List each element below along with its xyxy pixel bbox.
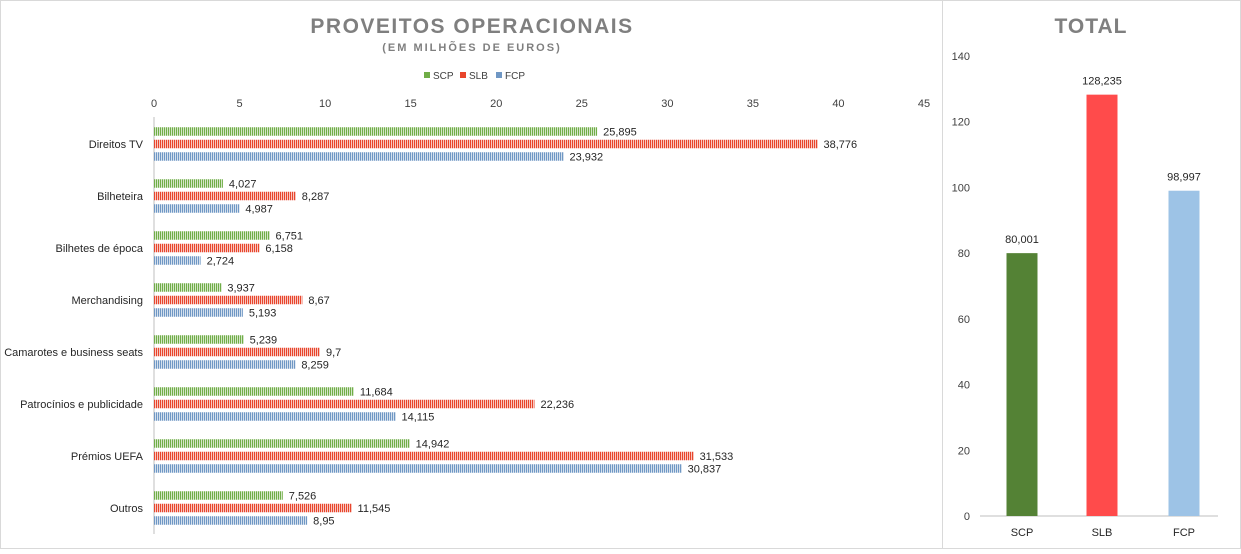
- y-tick-label: 120: [952, 117, 970, 129]
- category-label-bilhetes-de-epoca: Bilhetes de época: [56, 243, 144, 255]
- data-label-slb-premios-uefa: 31,533: [700, 451, 734, 463]
- data-label-slb-outros: 11,545: [358, 503, 391, 515]
- bar-scp-merchandising: [154, 283, 222, 292]
- data-label-slb-patrocinios-e-publicidade: 22,236: [540, 399, 574, 411]
- bar-slb-outros: [154, 503, 352, 513]
- left-chart-subtitle: (EM MILHÕES DE EUROS): [382, 41, 562, 54]
- bar-total-fcp: [1168, 190, 1200, 517]
- bar-slb-direitos-tv: [154, 139, 818, 149]
- x-category-label-slb: SLB: [1092, 527, 1113, 539]
- data-label-fcp-outros: 8,95: [313, 515, 334, 527]
- x-tick-label: 5: [236, 98, 242, 110]
- bar-fcp-merchandising: [154, 308, 243, 317]
- bar-fcp-bilhetes-de-epoca: [154, 256, 201, 265]
- category-label-bilheteira: Bilheteira: [97, 191, 144, 203]
- data-label-scp-premios-uefa: 14,942: [416, 438, 450, 450]
- category-label-premios-uefa: Prémios UEFA: [71, 451, 144, 463]
- data-label-fcp-merchandising: 5,193: [249, 307, 277, 319]
- category-label-patrocinios-e-publicidade: Patrocínios e publicidade: [20, 399, 143, 411]
- data-label-total-scp: 80,001: [1005, 234, 1039, 246]
- y-tick-label: 20: [958, 445, 970, 457]
- y-tick-label: 100: [952, 182, 970, 194]
- data-label-scp-merchandising: 3,937: [227, 282, 255, 294]
- data-label-fcp-direitos-tv: 23,932: [570, 151, 604, 163]
- legend-swatch-scp: [424, 72, 430, 78]
- bar-slb-patrocinios-e-publicidade: [154, 399, 535, 409]
- data-label-scp-outros: 7,526: [289, 490, 317, 502]
- bar-slb-premios-uefa: [154, 451, 694, 461]
- bar-scp-bilheteira: [154, 179, 223, 188]
- y-tick-label: 0: [964, 511, 970, 523]
- data-label-scp-direitos-tv: 25,895: [603, 126, 637, 138]
- bar-fcp-camarotes-e-business-seats: [154, 360, 296, 369]
- bar-total-scp: [1006, 253, 1038, 516]
- bar-fcp-direitos-tv: [154, 152, 564, 161]
- x-tick-label: 10: [319, 98, 331, 110]
- y-tick-label: 40: [958, 380, 970, 392]
- bar-scp-bilhetes-de-epoca: [154, 231, 270, 240]
- x-category-label-scp: SCP: [1011, 527, 1034, 539]
- data-label-total-fcp: 98,997: [1167, 172, 1201, 184]
- x-tick-label: 40: [832, 98, 844, 110]
- legend-swatch-slb: [460, 72, 466, 78]
- x-tick-label: 30: [661, 98, 673, 110]
- data-label-fcp-premios-uefa: 30,837: [688, 463, 722, 475]
- legend-swatch-fcp: [496, 72, 502, 78]
- bar-fcp-outros: [154, 516, 308, 525]
- bar-scp-camarotes-e-business-seats: [154, 335, 244, 344]
- x-tick-label: 35: [747, 98, 759, 110]
- bar-slb-camarotes-e-business-seats: [154, 347, 320, 357]
- legend-label-scp: SCP: [433, 71, 454, 82]
- left-chart-plot: 0 5 10 15 20 25 30 35 40 45 Direitos TV 25,895 38,77…: [4, 98, 930, 534]
- data-label-slb-bilhetes-de-epoca: 6,158: [265, 243, 293, 255]
- bar-slb-bilhetes-de-epoca: [154, 243, 260, 253]
- bar-slb-bilheteira: [154, 191, 296, 201]
- y-tick-label: 140: [952, 51, 970, 63]
- bar-scp-direitos-tv: [154, 127, 598, 136]
- x-tick-label: 0: [151, 98, 157, 110]
- bar-scp-outros: [154, 491, 283, 500]
- y-tick-label: 60: [958, 314, 970, 326]
- x-category-label-fcp: FCP: [1173, 527, 1195, 539]
- legend: SCP SLB FCP: [424, 71, 525, 82]
- category-label-merchandising: Merchandising: [71, 295, 143, 307]
- right-chart-title: TOTAL: [1054, 15, 1127, 38]
- bar-fcp-bilheteira: [154, 204, 240, 213]
- legend-label-slb: SLB: [469, 71, 488, 82]
- bar-scp-premios-uefa: [154, 439, 410, 448]
- data-label-scp-camarotes-e-business-seats: 5,239: [250, 334, 278, 346]
- left-chart-title: PROVEITOS OPERACIONAIS: [310, 15, 633, 38]
- bar-scp-patrocinios-e-publicidade: [154, 387, 354, 396]
- legend-label-fcp: FCP: [505, 71, 525, 82]
- bar-total-slb: [1086, 94, 1118, 516]
- data-label-slb-merchandising: 8,67: [308, 295, 329, 307]
- x-tick-label: 20: [490, 98, 502, 110]
- x-tick-label: 25: [576, 98, 588, 110]
- right-chart-plot: 0 20 40 60 80 100 120 140 80,001 SCP 128,235 SLB 98,…: [952, 51, 1218, 539]
- data-label-scp-patrocinios-e-publicidade: 11,684: [360, 386, 393, 398]
- y-tick-label: 80: [958, 248, 970, 260]
- x-tick-label: 45: [918, 98, 930, 110]
- category-label-direitos-tv: Direitos TV: [89, 139, 144, 151]
- x-tick-label: 15: [405, 98, 417, 110]
- data-label-fcp-bilheteira: 4,987: [245, 203, 273, 215]
- bar-fcp-premios-uefa: [154, 464, 682, 473]
- category-label-camarotes-e-business-seats: Camarotes e business seats: [4, 347, 143, 359]
- data-label-slb-bilheteira: 8,287: [302, 191, 330, 203]
- data-label-fcp-camarotes-e-business-seats: 8,259: [301, 359, 329, 371]
- data-label-scp-bilhetes-de-epoca: 6,751: [276, 230, 304, 242]
- data-label-fcp-patrocinios-e-publicidade: 14,115: [402, 411, 435, 423]
- data-label-total-slb: 128,235: [1082, 76, 1122, 88]
- data-label-slb-camarotes-e-business-seats: 9,7: [326, 347, 341, 359]
- data-label-fcp-bilhetes-de-epoca: 2,724: [207, 255, 235, 267]
- data-label-slb-direitos-tv: 38,776: [824, 139, 858, 151]
- category-label-outros: Outros: [110, 503, 144, 515]
- bar-fcp-patrocinios-e-publicidade: [154, 412, 396, 421]
- data-label-scp-bilheteira: 4,027: [229, 178, 257, 190]
- bar-slb-merchandising: [154, 295, 303, 305]
